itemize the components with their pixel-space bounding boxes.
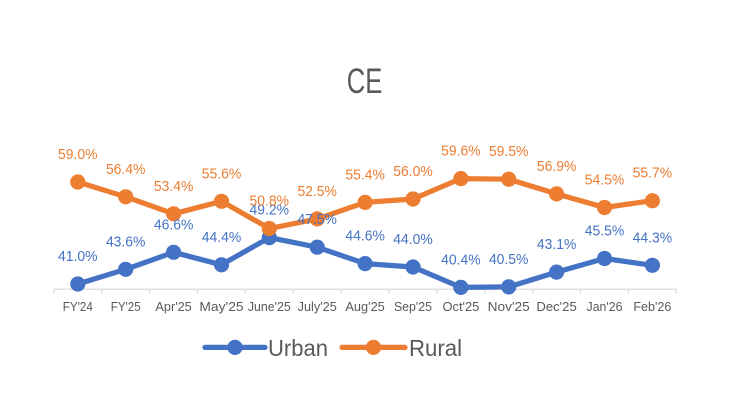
svg-text:55.4%: 55.4% <box>345 167 385 183</box>
svg-text:Apr'25: Apr'25 <box>155 300 191 314</box>
svg-text:56.0%: 56.0% <box>393 164 433 180</box>
svg-text:July'25: July'25 <box>298 300 337 314</box>
svg-text:50.8%: 50.8% <box>250 194 290 210</box>
svg-text:40.4%: 40.4% <box>441 252 481 268</box>
svg-text:41.0%: 41.0% <box>58 249 98 265</box>
svg-text:Rural: Rural <box>409 335 462 361</box>
svg-text:54.5%: 54.5% <box>585 173 625 189</box>
svg-text:56.9%: 56.9% <box>537 159 577 175</box>
svg-text:FY'25: FY'25 <box>111 300 141 314</box>
svg-text:Feb'26: Feb'26 <box>633 300 671 314</box>
svg-text:53.4%: 53.4% <box>154 179 194 195</box>
svg-text:59.6%: 59.6% <box>441 144 481 160</box>
svg-text:Urban: Urban <box>268 335 328 361</box>
svg-text:59.5%: 59.5% <box>489 144 529 160</box>
svg-text:55.7%: 55.7% <box>633 166 673 182</box>
svg-text:44.6%: 44.6% <box>345 229 385 245</box>
svg-text:52.5%: 52.5% <box>297 184 337 200</box>
svg-text:43.1%: 43.1% <box>537 237 577 253</box>
svg-text:59.0%: 59.0% <box>58 147 98 163</box>
svg-text:May'25: May'25 <box>199 300 243 314</box>
svg-text:43.6%: 43.6% <box>106 234 146 250</box>
svg-text:June'25: June'25 <box>248 300 291 314</box>
svg-text:47.5%: 47.5% <box>297 212 337 228</box>
svg-text:44.4%: 44.4% <box>202 230 242 246</box>
svg-text:Sep'25: Sep'25 <box>394 300 432 314</box>
svg-text:CE: CE <box>347 62 383 101</box>
svg-text:Dec'25: Dec'25 <box>536 300 576 314</box>
svg-text:49.2%: 49.2% <box>250 203 290 219</box>
svg-text:44.3%: 44.3% <box>633 230 673 246</box>
svg-text:Oct'25: Oct'25 <box>443 300 480 314</box>
svg-text:46.6%: 46.6% <box>154 217 194 233</box>
svg-text:Nov'25: Nov'25 <box>488 300 530 314</box>
svg-text:FY'24: FY'24 <box>63 300 93 314</box>
svg-text:40.5%: 40.5% <box>489 252 529 268</box>
svg-text:45.5%: 45.5% <box>585 224 625 240</box>
svg-text:Jan'26: Jan'26 <box>587 300 623 314</box>
svg-text:56.4%: 56.4% <box>106 162 146 178</box>
svg-text:55.6%: 55.6% <box>202 166 242 182</box>
svg-text:Aug'25: Aug'25 <box>345 300 384 314</box>
svg-text:44.0%: 44.0% <box>393 232 433 248</box>
